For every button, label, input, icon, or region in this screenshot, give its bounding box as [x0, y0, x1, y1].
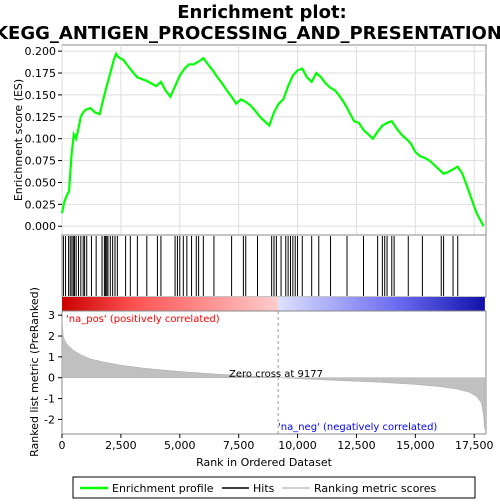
- rank-x-tick-label: 7,500: [223, 439, 255, 452]
- color-bar-positive: [62, 297, 279, 311]
- legend-frame: [72, 476, 476, 499]
- rank-x-tick-label: 10,000: [278, 439, 317, 452]
- es-y-tick-label: 0.200: [25, 45, 57, 58]
- es-y-tick-label: 0.025: [25, 198, 57, 211]
- hits-panel: [61, 234, 487, 298]
- ranking-metric-area: [61, 317, 486, 430]
- rank-x-tick-label: 17,500: [455, 439, 494, 452]
- chart-title-line-2: KEGG_ANTIGEN_PROCESSING_AND_PRESENTATION: [0, 23, 500, 44]
- rank-y-axis-label: Ranked list metric (PreRanked): [28, 287, 41, 457]
- es-panel: 0.000 0.025 0.050 0.075 0.100 0.125 0.150 0.175…: [12, 44, 487, 236]
- rank-y-tick-label: -2: [44, 413, 55, 426]
- rank-y-tick-label: 1: [48, 351, 55, 364]
- annotation-na-pos: 'na_pos' (positively correlated): [66, 314, 220, 325]
- enrichment-profile-line: [60, 51, 485, 227]
- es-y-axis: 0.000 0.025 0.050 0.075 0.100 0.125 0.150 0.175…: [25, 45, 62, 233]
- es-y-tick-label: 0.125: [25, 111, 57, 124]
- rank-y-tick-label: 2: [48, 330, 55, 343]
- rank-y-axis: -2 -1 0 1 2 3: [44, 309, 62, 426]
- es-y-tick-label: 0.175: [25, 67, 57, 80]
- annotation-na-neg: 'na_neg' (negatively correlated): [278, 422, 437, 433]
- rank-x-axis-label: Rank in Ordered Dataset: [196, 456, 333, 469]
- es-y-tick-label: 0.075: [25, 155, 57, 168]
- rank-y-tick-label: 3: [48, 309, 55, 322]
- legend-hits-label: Hits: [253, 482, 275, 495]
- es-y-tick-label: 0.050: [25, 176, 57, 189]
- es-y-tick-label: 0.000: [25, 220, 57, 233]
- rank-x-tick-label: 15,000: [396, 439, 435, 452]
- es-gridlines: [61, 45, 486, 235]
- rank-x-axis: 0 2,500 5,000 7,500 10,000 12,500 15,000 17,500: [59, 434, 494, 452]
- legend: Enrichment profile Hits Ranking metric s…: [72, 476, 476, 499]
- rank-x-tick-label: 12,500: [337, 439, 376, 452]
- rank-x-tick-label: 0: [59, 439, 66, 452]
- rank-x-tick-label: 2,500: [105, 439, 137, 452]
- color-bar-negative: [278, 297, 485, 311]
- rank-color-bar: [62, 297, 485, 311]
- rank-y-tick-label: -1: [44, 393, 55, 406]
- es-y-tick-label: 0.150: [25, 89, 57, 102]
- rank-y-tick-label: 0: [48, 372, 55, 385]
- rank-x-tick-label: 5,000: [164, 439, 196, 452]
- annotation-zero-cross: Zero cross at 9177: [229, 369, 323, 380]
- rank-panel: -2 -1 0 1 2 3 0 2,500 5,000 7,500 10,000 12,500 15,…: [28, 287, 493, 469]
- hit-markers: [62, 236, 459, 296]
- chart-title-line-1: Enrichment plot:: [177, 2, 347, 23]
- es-y-axis-label: Enrichment score (ES): [12, 79, 25, 201]
- legend-enrichment-profile-label: Enrichment profile: [112, 482, 214, 495]
- es-y-tick-label: 0.100: [25, 133, 57, 146]
- legend-ranking-label: Ranking metric scores: [314, 482, 436, 495]
